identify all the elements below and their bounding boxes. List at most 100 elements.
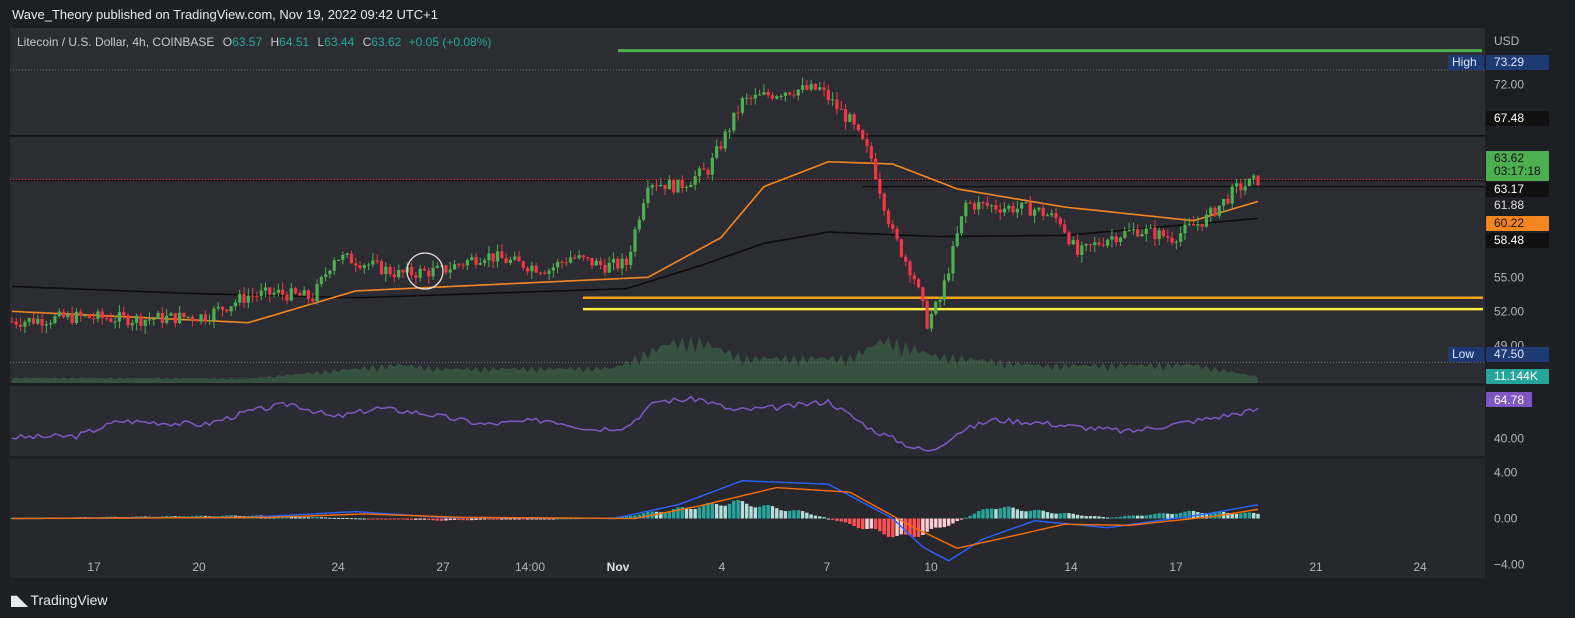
legend-close: 63.62 [371, 35, 402, 49]
macd-histogram-bar [1200, 512, 1204, 519]
candle-body [10, 321, 14, 323]
macd-histogram-bar [1075, 514, 1080, 519]
macd-histogram-bar [1166, 513, 1170, 519]
candle-body [1020, 202, 1024, 209]
candle-body [311, 298, 315, 302]
candle-body [1131, 229, 1135, 231]
price-tick-label: 72.00 [1494, 78, 1524, 92]
time-tick-label: 24 [1413, 560, 1427, 574]
macd-histogram-bar [457, 518, 461, 520]
candle-body [800, 85, 805, 90]
macd-tick-label: 4.00 [1494, 466, 1518, 480]
candle-body [530, 265, 534, 272]
macd-histogram-bar [753, 507, 758, 519]
candle-body [1234, 183, 1239, 187]
macd-histogram-bar [783, 511, 788, 519]
candle-body [766, 92, 770, 96]
chart-legend: Litecoin / U.S. Dollar, 4h, COINBASE O63… [17, 35, 491, 49]
macd-histogram-bar [934, 518, 938, 528]
candle-body [624, 258, 629, 265]
macd-histogram-bar [1127, 515, 1131, 519]
macd-histogram-bar [1140, 515, 1144, 519]
candle-body [865, 139, 869, 147]
candle-body [1063, 224, 1067, 233]
macd-histogram-bar [551, 518, 556, 520]
legend-low-label: L [317, 35, 325, 49]
candle-body [886, 210, 891, 225]
macd-histogram-bar [1067, 513, 1071, 519]
candle-body [770, 95, 775, 99]
candle-body [921, 287, 925, 302]
candle-body [1148, 227, 1153, 229]
candle-body [1127, 230, 1131, 232]
candle-body [156, 312, 160, 320]
macd-layer [10, 479, 1260, 562]
candle-body [414, 275, 418, 278]
candle-body [676, 179, 680, 193]
candle-body [31, 318, 36, 324]
candle-body [796, 89, 800, 96]
candle-body [1110, 236, 1114, 240]
macd-histogram-bar [366, 518, 371, 520]
macd-histogram-bar [392, 518, 397, 520]
price-label-value: 47.50 [1494, 347, 1524, 361]
candle-body [959, 216, 964, 234]
candle-body [349, 253, 354, 264]
macd-histogram-bar [766, 505, 770, 519]
macd-histogram-bar [315, 517, 319, 519]
candle-body [1136, 229, 1140, 237]
macd-histogram-bar [448, 518, 452, 521]
candle-body [1071, 239, 1075, 245]
price-label-value: 03:17:18 [1494, 164, 1541, 178]
macd-histogram-bar [641, 513, 646, 519]
candle-body [422, 268, 427, 271]
candle-body [929, 314, 934, 329]
candle-body [1097, 242, 1101, 245]
tradingview-logo[interactable]: ▮◣ TradingView [10, 592, 108, 609]
macd-histogram-bar [439, 518, 444, 521]
time-tick-label: 14 [1064, 560, 1078, 574]
candle-body [620, 258, 624, 269]
macd-histogram-bar [1161, 513, 1166, 519]
candle-body [367, 264, 371, 266]
candle-body [994, 205, 998, 210]
macd-histogram-bar [964, 517, 968, 519]
macd-histogram-bar [1084, 516, 1088, 519]
macd-histogram-bar [1037, 509, 1041, 519]
candle-body [1144, 228, 1148, 235]
macd-histogram-bar [543, 518, 547, 520]
price-label-tag [1448, 55, 1484, 70]
macd-histogram-bar [800, 511, 805, 519]
price-chart[interactable]: USD72.0055.0052.0049.0046.50High73.2967.… [0, 0, 1575, 583]
macd-histogram-bar [336, 517, 341, 519]
candle-body [18, 324, 23, 327]
candle-body [358, 265, 362, 269]
candle-body [354, 263, 358, 266]
rsi-value-label: 64.78 [1494, 393, 1524, 407]
candle-body [1157, 230, 1161, 240]
volume-layer [12, 335, 1258, 383]
candle-body [1166, 236, 1170, 238]
tv-logo-icon: ▮◣ [10, 592, 28, 608]
price-label-value: 67.48 [1494, 111, 1524, 125]
price-label-value: 63.62 [1494, 151, 1524, 165]
macd-histogram-bar [487, 518, 491, 520]
macd-histogram-bar [633, 515, 637, 519]
candle-body [1170, 237, 1174, 243]
macd-histogram-bar [302, 517, 306, 519]
macd-histogram-bar [680, 507, 684, 519]
candle-body [990, 205, 994, 207]
candle-body [1140, 234, 1144, 237]
price-label-box [1486, 55, 1549, 70]
macd-histogram-bar [388, 518, 392, 520]
macd-histogram-bar [1131, 515, 1136, 519]
candle-body [1045, 215, 1050, 217]
macd-histogram-bar [323, 517, 328, 519]
candle-body [697, 168, 702, 177]
candle-body [384, 266, 388, 275]
macd-histogram-bar [629, 515, 633, 519]
candle-body [637, 219, 641, 230]
candle-body [1213, 207, 1217, 216]
macd-histogram-bar [916, 518, 921, 538]
macd-histogram-bar [1105, 517, 1110, 519]
